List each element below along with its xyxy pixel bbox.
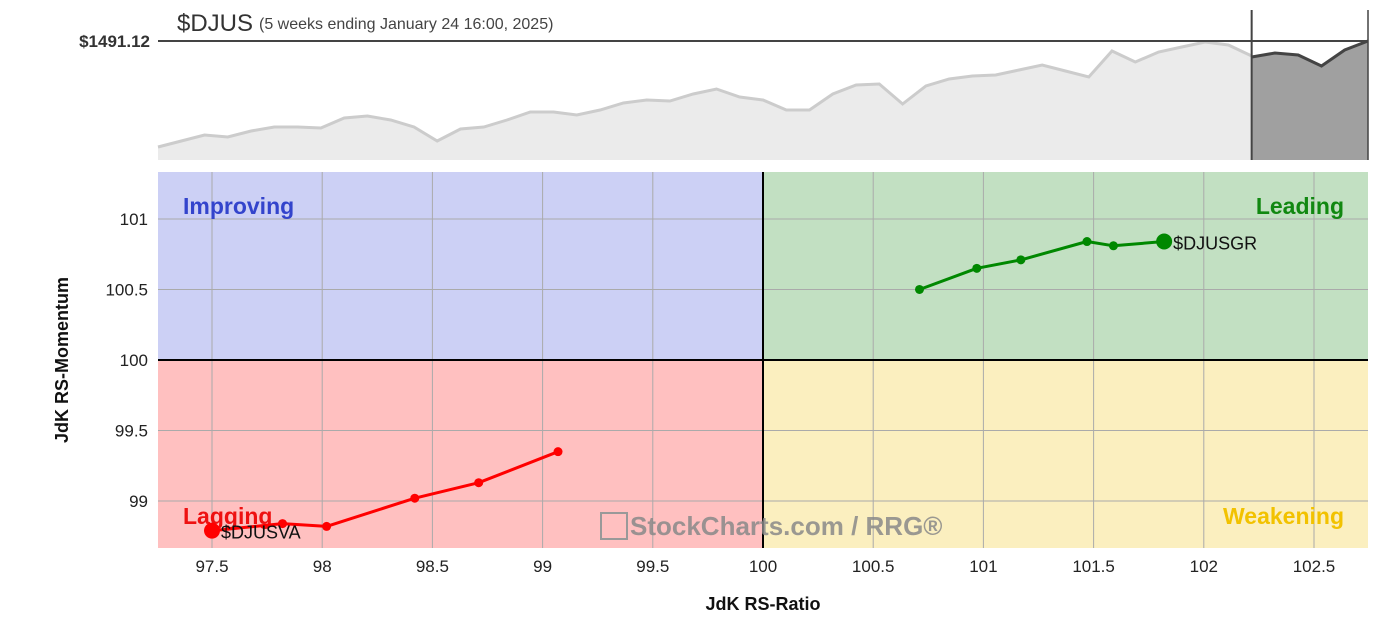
y-tick-label: 100.5 <box>105 280 148 299</box>
series-head-point <box>1156 233 1173 250</box>
tail-line <box>211 450 559 533</box>
series-point <box>1108 241 1118 251</box>
series-label: $DJUSGR <box>1173 234 1257 254</box>
label-weakening: Weakening <box>1223 503 1344 529</box>
series-point <box>1082 237 1092 247</box>
series-point <box>474 478 484 488</box>
series-point <box>553 447 563 457</box>
x-tick-label: 102.5 <box>1293 557 1336 576</box>
watermark-logo-icon <box>600 512 628 540</box>
quadrant-lagging <box>158 360 763 548</box>
symbol-title: $DJUS <box>177 10 253 37</box>
y-tick-label: 100 <box>120 351 148 370</box>
price-history-line <box>157 40 1253 149</box>
x-axis-label: JdK RS-Ratio <box>705 594 820 614</box>
series-label: $DJUSVA <box>221 523 301 543</box>
series-head-point <box>203 522 220 539</box>
quadrant-leading <box>763 172 1368 360</box>
x-tick-label: 100 <box>749 557 777 576</box>
y-tick-label: 99 <box>129 492 148 511</box>
series-point <box>1016 255 1026 265</box>
y-tick-label: 99.5 <box>115 422 148 441</box>
label-improving: Improving <box>183 193 294 219</box>
series-point <box>278 519 288 529</box>
y-axis-label: JdK RS-Momentum <box>52 277 72 443</box>
y-tick-label: 101 <box>120 210 148 229</box>
x-tick-label: 99 <box>533 557 552 576</box>
x-tick-label: 102 <box>1190 557 1218 576</box>
tail-line <box>918 240 1165 291</box>
series-point <box>914 284 924 294</box>
x-tick-label: 98.5 <box>416 557 449 576</box>
price-recent-line <box>1251 39 1369 68</box>
x-tick-label: 100.5 <box>852 557 895 576</box>
series-point <box>410 493 420 503</box>
label-leading: Leading <box>1256 193 1344 219</box>
watermark: StockCharts.com / RRG® <box>630 511 942 541</box>
x-tick-label: 101.5 <box>1072 557 1115 576</box>
series-point <box>322 521 332 531</box>
x-tick-label: 101 <box>969 557 997 576</box>
x-tick-label: 98 <box>313 557 332 576</box>
period-subtitle: (5 weeks ending January 24 16:00, 2025) <box>259 16 553 33</box>
x-tick-label: 99.5 <box>636 557 669 576</box>
series-point <box>972 263 982 273</box>
last-price-label: $1491.12 <box>79 32 150 51</box>
price-history-area <box>158 42 1252 160</box>
quadrant-weakening <box>763 360 1368 548</box>
quadrant-improving <box>158 172 763 360</box>
x-tick-label: 97.5 <box>195 557 228 576</box>
price-recent-area <box>1251 41 1368 160</box>
